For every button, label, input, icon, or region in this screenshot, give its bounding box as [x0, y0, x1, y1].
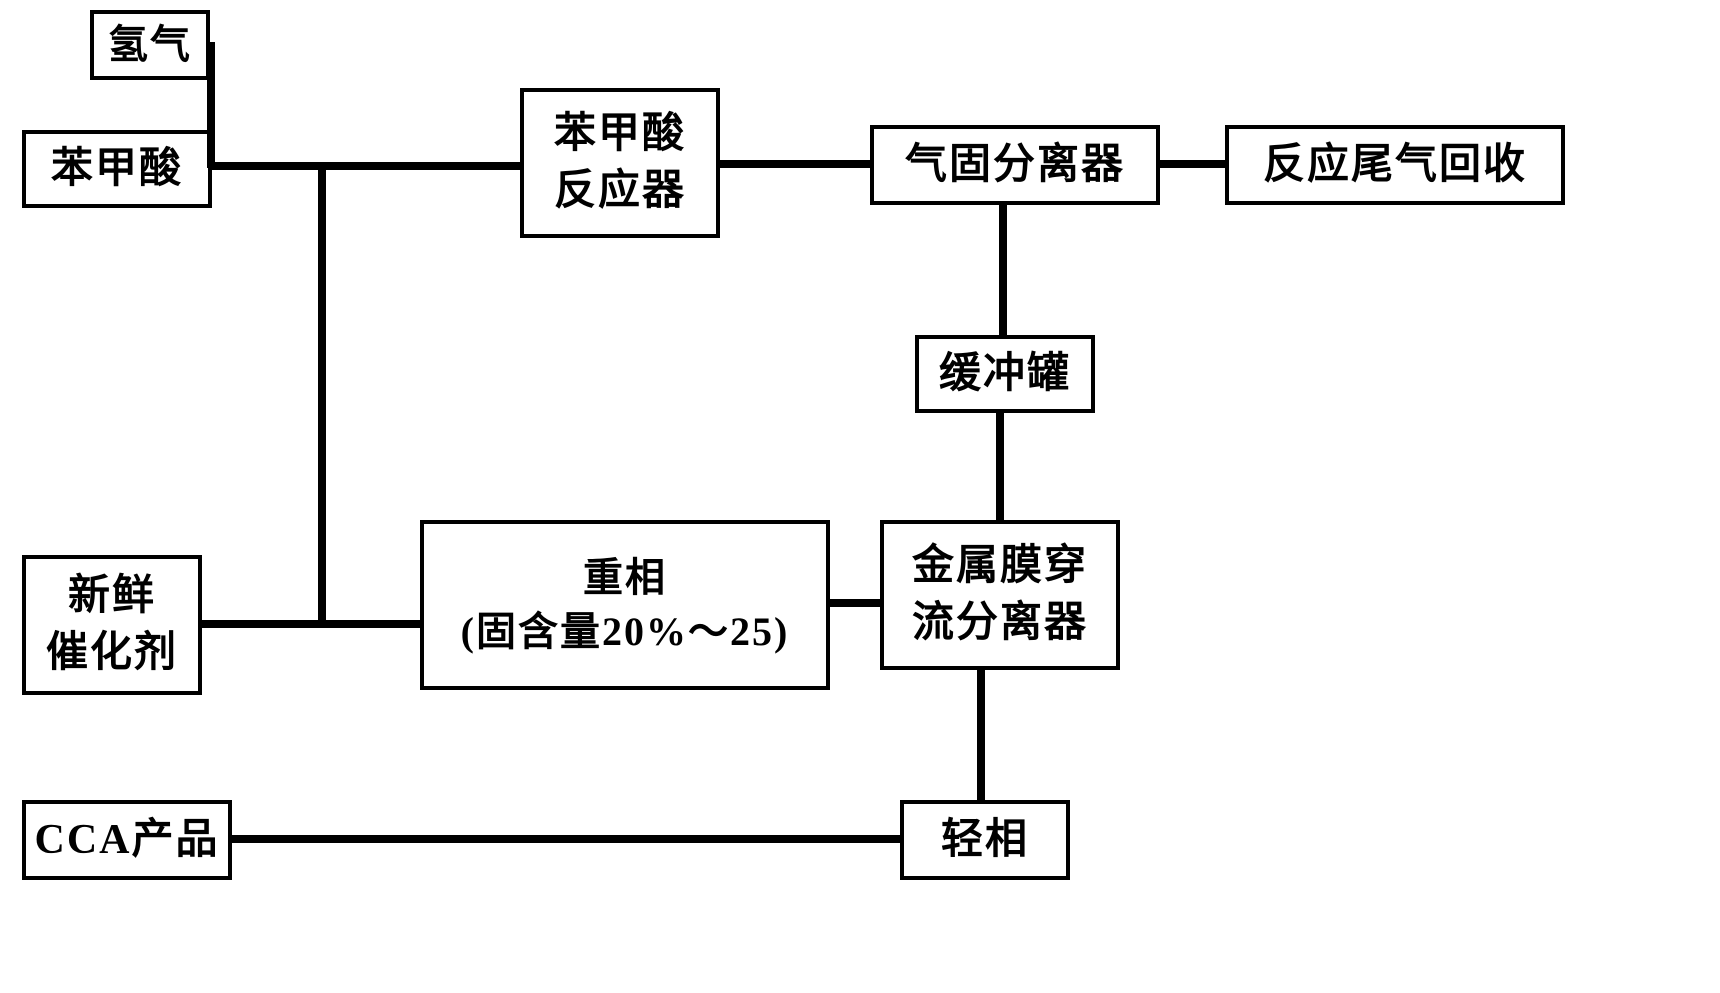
node-cca-product: CCA产品 — [22, 800, 232, 880]
node-reactor: 苯甲酸 反应器 — [520, 88, 720, 238]
node-benzoic-acid: 苯甲酸 — [22, 130, 212, 208]
edge-reactor-to-gs — [720, 160, 870, 168]
node-fresh-catalyst: 新鲜 催化剂 — [22, 555, 202, 695]
edge-recycle-vertical — [318, 162, 326, 628]
edge-hydrogen-down — [207, 42, 215, 168]
node-light-phase: 轻相 — [900, 800, 1070, 880]
edge-gs-to-buffer — [999, 205, 1007, 335]
edge-light-to-cca — [232, 835, 900, 843]
edge-benzoic-to-reactor — [212, 162, 520, 170]
edge-gs-to-tailgas — [1160, 160, 1225, 168]
node-metal-membrane-separator: 金属膜穿 流分离器 — [880, 520, 1120, 670]
node-buffer-tank: 缓冲罐 — [915, 335, 1095, 413]
edge-heavy-to-mm — [830, 599, 880, 607]
edge-buffer-to-mm — [996, 413, 1004, 520]
flowchart-canvas: 氢气 苯甲酸 苯甲酸 反应器 气固分离器 反应尾气回收 缓冲罐 重相 (固含量2… — [0, 0, 1720, 993]
edge-mm-to-light — [977, 670, 985, 800]
node-tail-gas-recovery: 反应尾气回收 — [1225, 125, 1565, 205]
node-hydrogen: 氢气 — [90, 10, 210, 80]
node-heavy-phase: 重相 (固含量20%～25) — [420, 520, 830, 690]
edge-recycle-into-heavy — [318, 620, 420, 628]
node-gas-solid-separator: 气固分离器 — [870, 125, 1160, 205]
